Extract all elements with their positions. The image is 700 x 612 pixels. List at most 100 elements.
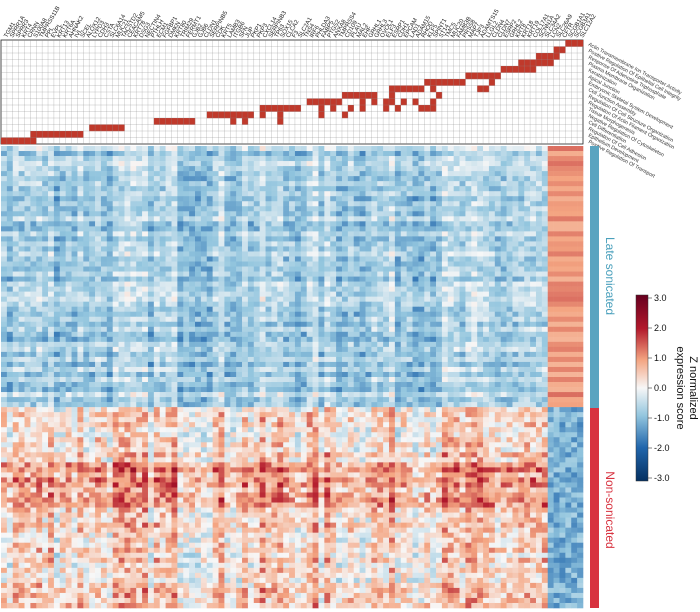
heatmap-cell bbox=[271, 346, 278, 353]
heatmap-cell bbox=[6, 156, 14, 162]
annotation-cell bbox=[259, 111, 266, 119]
heatmap-cell bbox=[142, 146, 149, 152]
heatmap-cell bbox=[30, 191, 37, 197]
heatmap-cell bbox=[236, 276, 243, 282]
heatmap-cell bbox=[253, 326, 260, 333]
heatmap-cell bbox=[30, 266, 37, 272]
heatmap-cell bbox=[300, 296, 307, 302]
heatmap-cell bbox=[71, 191, 78, 197]
heatmap-cell bbox=[200, 241, 208, 247]
heatmap-cell bbox=[100, 221, 108, 227]
heatmap-cell bbox=[89, 211, 96, 217]
heatmap-cell bbox=[159, 171, 166, 177]
heatmap-cell bbox=[48, 241, 55, 247]
annotation-cell bbox=[418, 105, 425, 112]
heatmap-cell bbox=[36, 341, 43, 348]
heatmap-cell bbox=[377, 316, 384, 323]
heatmap-cell bbox=[153, 196, 161, 202]
heatmap-cell bbox=[271, 196, 278, 202]
heatmap-cell bbox=[18, 326, 25, 333]
heatmap-cell bbox=[24, 336, 31, 343]
heatmap-cell bbox=[242, 181, 249, 187]
heatmap-cell bbox=[153, 341, 161, 348]
heatmap-cell bbox=[418, 221, 425, 227]
heatmap-cell bbox=[306, 326, 313, 333]
heatmap-cell bbox=[142, 286, 149, 292]
heatmap-cell bbox=[159, 346, 166, 353]
heatmap-cell bbox=[65, 346, 72, 353]
heatmap-cell bbox=[541, 361, 549, 368]
heatmap-cell bbox=[436, 156, 443, 162]
heatmap-cell bbox=[359, 221, 366, 227]
heatmap-cell bbox=[383, 166, 390, 172]
heatmap-cell bbox=[400, 286, 407, 292]
heatmap-cell bbox=[200, 236, 208, 242]
heatmap-cell bbox=[294, 276, 302, 282]
heatmap-cell bbox=[212, 261, 219, 267]
heatmap-cell bbox=[247, 246, 255, 252]
heatmap-cell bbox=[530, 246, 537, 252]
heatmap-cell bbox=[512, 356, 519, 363]
heatmap-cell bbox=[341, 241, 349, 247]
heatmap-cell bbox=[36, 311, 43, 318]
heatmap-cell bbox=[524, 176, 531, 182]
heatmap-cell bbox=[289, 377, 296, 383]
heatmap-cell bbox=[312, 191, 319, 197]
heatmap-cell bbox=[177, 266, 184, 272]
heatmap-cell bbox=[518, 161, 525, 167]
heatmap-cell bbox=[265, 241, 272, 247]
heatmap-cell bbox=[59, 276, 66, 282]
heatmap-cell bbox=[112, 276, 119, 282]
heatmap-cell bbox=[283, 366, 290, 373]
heatmap-cell bbox=[247, 261, 255, 267]
heatmap-cell bbox=[289, 266, 296, 272]
heatmap-cell bbox=[330, 276, 337, 282]
heatmap-cell bbox=[559, 211, 566, 217]
heatmap-cell bbox=[124, 146, 131, 152]
heatmap-cell bbox=[571, 211, 578, 217]
heatmap-cell bbox=[136, 371, 143, 378]
heatmap-cell bbox=[524, 241, 531, 247]
heatmap-cell bbox=[353, 146, 360, 152]
heatmap-cell bbox=[471, 166, 478, 172]
heatmap-cell bbox=[77, 306, 84, 313]
heatmap-cell bbox=[83, 351, 90, 358]
heatmap-cell bbox=[441, 361, 449, 368]
heatmap-cell bbox=[530, 286, 537, 292]
heatmap-cell bbox=[359, 306, 366, 313]
heatmap-cell bbox=[488, 366, 496, 373]
heatmap-cell bbox=[124, 246, 131, 252]
heatmap-cell bbox=[153, 336, 161, 343]
heatmap-cell bbox=[183, 256, 190, 262]
heatmap-cell bbox=[571, 151, 578, 157]
heatmap-cell bbox=[195, 371, 202, 378]
heatmap-cell bbox=[359, 176, 366, 182]
heatmap-cell bbox=[465, 186, 472, 192]
annotation-cell bbox=[488, 79, 496, 86]
heatmap-cell bbox=[318, 371, 325, 378]
annotation-cell bbox=[341, 111, 349, 119]
heatmap-cell bbox=[465, 271, 472, 277]
heatmap-cell bbox=[436, 306, 443, 313]
heatmap-cell bbox=[277, 256, 284, 262]
heatmap-cell bbox=[524, 301, 531, 307]
heatmap-cell bbox=[341, 191, 349, 197]
heatmap-cell bbox=[277, 206, 284, 212]
heatmap-cell bbox=[447, 286, 454, 292]
heatmap-cell bbox=[535, 311, 543, 318]
heatmap-cell bbox=[318, 191, 325, 197]
heatmap-cell bbox=[242, 201, 249, 207]
heatmap-cell bbox=[153, 166, 161, 172]
heatmap-cell bbox=[447, 296, 454, 302]
heatmap-cell bbox=[1, 231, 8, 237]
heatmap-cell bbox=[541, 336, 549, 343]
heatmap-cell bbox=[130, 311, 137, 318]
heatmap-cell bbox=[218, 306, 225, 313]
heatmap-cell bbox=[136, 366, 143, 373]
heatmap-cell bbox=[200, 151, 208, 157]
heatmap-cell bbox=[371, 156, 378, 162]
heatmap-cell bbox=[53, 281, 61, 287]
heatmap-cell bbox=[547, 201, 554, 207]
heatmap-cell bbox=[483, 166, 490, 172]
heatmap-cell bbox=[430, 241, 437, 247]
